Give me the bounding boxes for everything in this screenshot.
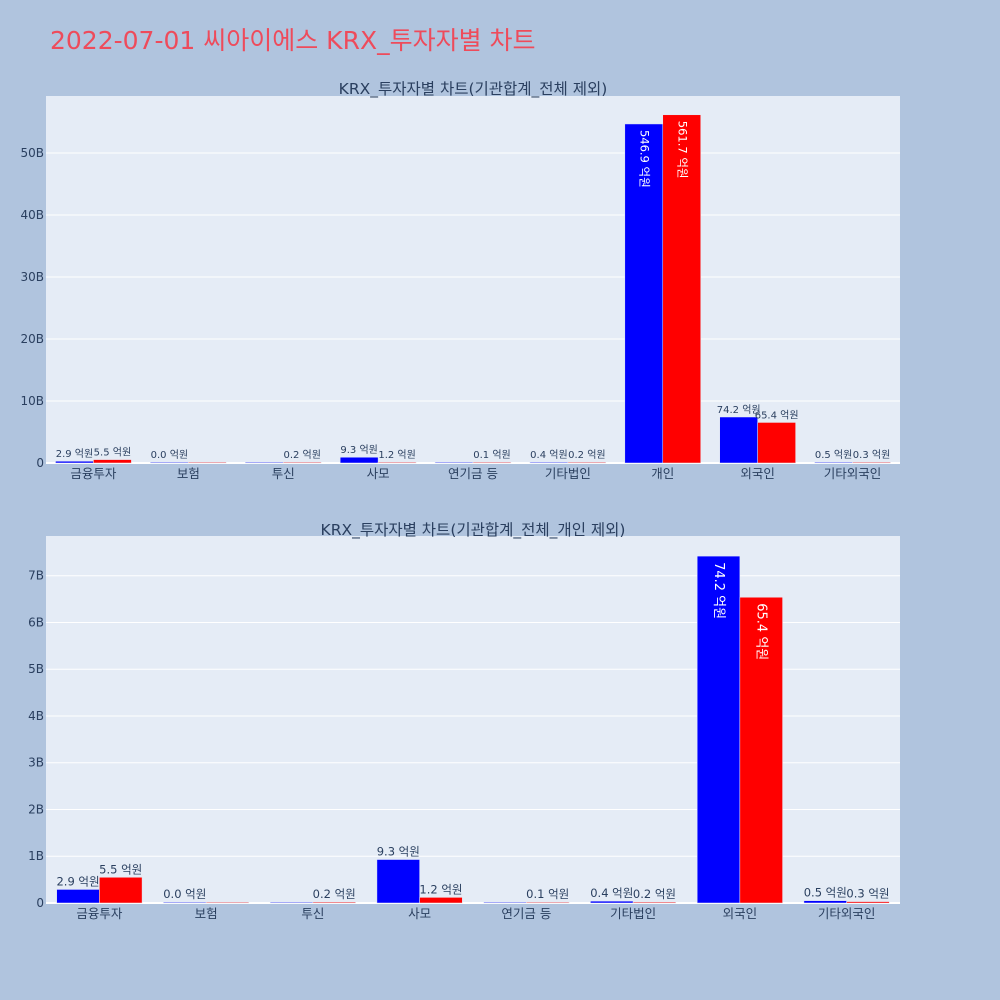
y-tick-label: 1B [28,849,44,863]
bar [590,900,634,904]
data-label: 0.5 억원 [815,449,852,461]
bar [312,901,356,904]
y-tick-label: 20B [20,332,44,346]
data-label: 65.4 억원 [755,409,799,421]
chart-title: KRX_투자자별 차트(기관합계_전체 제외) [339,80,608,99]
chart-panel-excl-individual: 0 1B 2B 3B 4B 5B 6B 7B KRX_투자자별 차트(기관합계_전체_개인 제외… [28,521,900,921]
bar [567,461,607,464]
x-tick-label: 사모 [408,906,431,921]
data-label: 5.5 억원 [94,447,131,459]
bar [269,901,314,904]
y-tick-label: 50B [20,146,44,160]
x-tick-label: 외국인 [723,906,758,921]
chart-title: KRX_투자자별 차트(기관합계_전체_개인 제외) [321,521,626,540]
bar [739,596,783,904]
bar [55,460,94,464]
y-tick-label: 4B [28,709,44,723]
x-tick-label: 보험 [195,906,218,921]
bar [245,461,284,464]
y-tick-label: 5B [28,662,44,676]
data-label: 0.4 억원 [590,886,633,900]
bar [529,461,569,464]
data-label: 0.2 억원 [633,887,676,901]
bar [803,900,847,904]
bar [150,461,189,464]
bar [719,416,758,464]
bar [696,555,741,904]
data-label: 0.2 억원 [283,449,320,461]
x-tick-label: 금융투자 [76,906,123,921]
x-tick-label: 금융투자 [70,466,117,481]
data-label: 9.3 억원 [377,845,420,859]
data-label: 1.2 억원 [419,882,462,896]
y-tick-label: 30B [20,270,44,284]
data-label: 0.1 억원 [526,887,569,901]
data-label: 0.3 억원 [846,887,889,901]
x-tick-label: 기타외국인 [824,466,882,481]
bar [434,461,474,464]
bar [282,461,322,464]
plot-area [46,96,900,463]
y-tick-label: 0 [36,896,44,910]
bar [632,901,677,904]
y-tick-label: 7B [28,569,44,583]
bar [188,461,227,464]
data-label: 9.3 억원 [340,444,377,456]
data-label: 0.0 억원 [163,887,206,901]
bar [814,461,853,464]
bar [472,461,512,464]
y-tick-label: 6B [28,615,44,629]
bar [376,859,420,904]
data-label: 0.2 억원 [313,887,356,901]
data-label: 74.2 억원 [717,404,761,416]
bar [419,897,463,904]
data-label: 0.3 억원 [853,449,890,461]
y-tick-label: 0 [36,456,44,470]
data-label: 1.2 억원 [378,449,415,461]
y-tick-label: 10B [20,394,44,408]
bar [163,901,207,904]
bar [483,901,527,904]
data-label: 0.0 억원 [151,449,188,461]
bar [56,889,100,904]
bar [93,459,132,464]
x-tick-label: 기타외국인 [818,906,876,921]
bar [377,461,417,464]
bar [852,461,891,464]
y-tick-label: 2B [28,802,44,816]
data-label: 0.5 억원 [804,886,847,900]
bar [846,901,890,904]
x-tick-label: 투신 [272,466,295,481]
bar [526,901,570,904]
bar [205,901,250,904]
bar [99,877,143,904]
page-title: 2022-07-01 씨아이에스 KRX_투자자별 차트 [50,26,536,55]
data-label: 74.2 억원 [711,562,726,619]
data-label: 561.7 억원 [675,121,689,179]
x-tick-label: 사모 [367,466,390,481]
x-tick-label: 연기금 등 [448,466,498,481]
data-label: 0.2 억원 [568,449,605,461]
y-tick-label: 40B [20,208,44,222]
data-label: 2.9 억원 [56,448,93,460]
x-tick-label: 투신 [301,906,324,921]
x-tick-label: 외국인 [740,466,775,481]
data-label: 2.9 억원 [56,874,99,888]
x-tick-label: 기타법인 [545,466,591,481]
bar [757,422,796,464]
data-label: 0.4 억원 [530,449,567,461]
chart-panel-all: 0 10B 20B 30B 40B 50B KRX_투자자별 차트(기관합계_전체 제외) 금… [20,80,900,481]
data-label: 0.1 억원 [473,449,510,461]
data-label: 65.4 억원 [754,603,769,660]
x-tick-label: 기타법인 [610,906,656,921]
data-label: 5.5 억원 [99,862,142,876]
x-tick-label: 개인 [651,466,674,481]
x-tick-label: 연기금 등 [501,906,551,921]
data-label: 546.9 억원 [637,130,651,188]
bar [339,456,379,464]
y-tick-label: 3B [28,756,44,770]
x-tick-label: 보험 [177,466,200,481]
bar [662,114,701,464]
